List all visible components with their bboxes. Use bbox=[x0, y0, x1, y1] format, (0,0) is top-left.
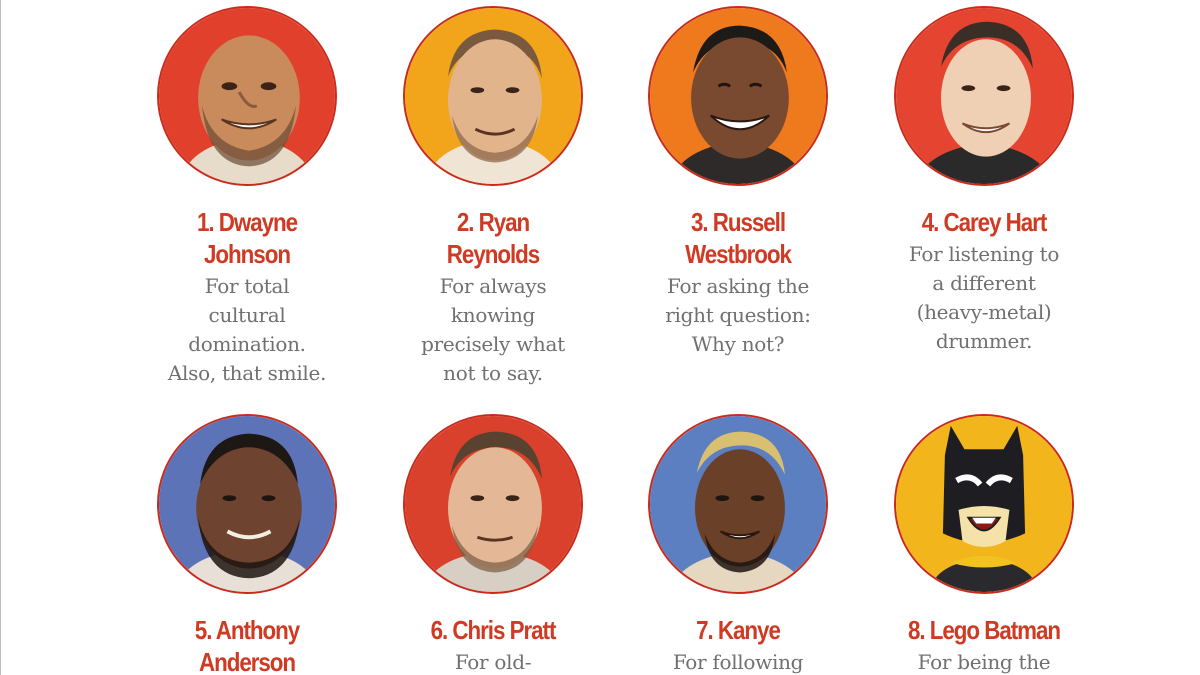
honoree-name: 3. Russell Westbrook bbox=[685, 207, 792, 269]
honoree-card-4: 4. Carey Hart For listening to a differe… bbox=[869, 6, 1099, 356]
face-illustration bbox=[896, 8, 1072, 184]
portrait-illustration bbox=[403, 6, 583, 186]
face-illustration bbox=[159, 8, 335, 184]
honoree-card-1: 1. Dwayne Johnson For total cultural dom… bbox=[132, 6, 362, 388]
honoree-description: For asking the right question: Why not? bbox=[665, 274, 811, 356]
face-illustration bbox=[650, 416, 826, 592]
honoree-card-5: 5. Anthony Anderson bbox=[132, 414, 362, 675]
face-illustration bbox=[159, 416, 335, 592]
face-illustration bbox=[405, 8, 581, 184]
honoree-description: For total cultural domination. Also, tha… bbox=[167, 274, 327, 385]
portrait-illustration bbox=[157, 414, 337, 594]
honoree-name: 6. Chris Pratt bbox=[430, 615, 557, 645]
honoree-card-2: 2. Ryan Reynolds For always knowing prec… bbox=[378, 6, 608, 388]
honoree-description: For old- bbox=[454, 650, 532, 674]
portrait-illustration bbox=[894, 414, 1074, 594]
left-edge-divider bbox=[0, 0, 1, 675]
honoree-description: For listening to a different (heavy-meta… bbox=[908, 242, 1060, 353]
honoree-card-8: 8. Lego Batman For being the bbox=[869, 414, 1099, 675]
honoree-description: For following bbox=[672, 650, 804, 674]
honoree-name: 7. Kanye bbox=[696, 615, 781, 645]
face-illustration bbox=[650, 8, 826, 184]
face-illustration bbox=[405, 416, 581, 592]
honoree-card-6: 6. Chris Pratt For old- bbox=[378, 414, 608, 675]
honoree-name: 8. Lego Batman bbox=[907, 615, 1061, 645]
honoree-name: 5. Anthony Anderson bbox=[194, 615, 300, 675]
portrait-illustration bbox=[648, 414, 828, 594]
portrait-illustration bbox=[648, 6, 828, 186]
honoree-card-7: 7. Kanye For following bbox=[623, 414, 853, 675]
portrait-illustration bbox=[403, 414, 583, 594]
honoree-name: 2. Ryan Reynolds bbox=[446, 207, 540, 269]
honoree-name: 4. Carey Hart bbox=[921, 207, 1048, 237]
honoree-card-3: 3. Russell Westbrook For asking the righ… bbox=[623, 6, 853, 359]
honoree-description: For being the bbox=[917, 650, 1051, 674]
honoree-name: 1. Dwayne Johnson bbox=[196, 207, 298, 269]
portrait-illustration bbox=[894, 6, 1074, 186]
lego-batman-illustration bbox=[896, 416, 1072, 592]
honoree-description: For always knowing precisely what not to… bbox=[421, 274, 565, 385]
portrait-illustration bbox=[157, 6, 337, 186]
